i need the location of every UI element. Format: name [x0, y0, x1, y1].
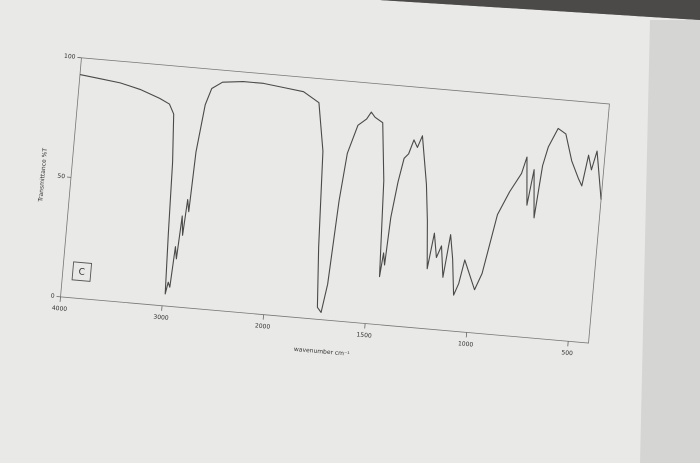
- paper-shade: [640, 20, 700, 463]
- annotation-box: [71, 261, 93, 282]
- x-tick-label: 2000: [255, 322, 271, 330]
- chart: Transmittance %T wavenumber cm⁻¹ C 0 50 10…: [37, 53, 610, 358]
- y-tick-label: 100: [64, 53, 76, 61]
- x-tick-label: 1000: [458, 340, 474, 348]
- x-tick-label: 500: [561, 349, 573, 357]
- spectrum-line: [79, 73, 602, 313]
- y-tick-label: 0: [50, 293, 55, 300]
- y-tick-label: 50: [57, 173, 65, 181]
- y-axis-label: Transmittance %T: [37, 147, 49, 203]
- shadow: [380, 0, 700, 20]
- annotation: C: [78, 267, 85, 278]
- x-tick-label: 1500: [356, 331, 372, 339]
- x-tick-label: 4000: [52, 305, 68, 313]
- x-axis-label: wavenumber cm⁻¹: [294, 346, 351, 358]
- x-tick-label: 3000: [153, 314, 169, 322]
